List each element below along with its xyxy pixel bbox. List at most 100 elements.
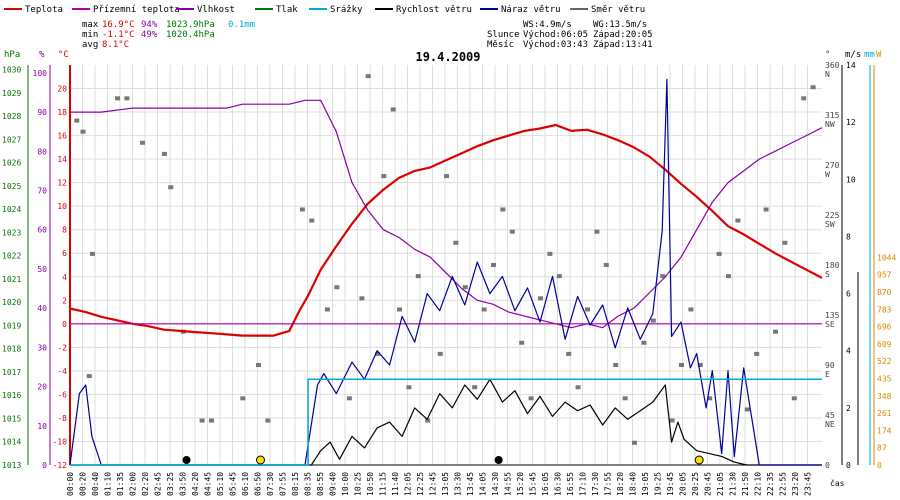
solar-tick-label: 783	[877, 305, 892, 314]
direction-tick-label-compass: NE	[825, 420, 835, 429]
wind-direction-mark	[491, 263, 496, 267]
series-lines	[69, 78, 823, 466]
wind-tick-label: 10	[846, 175, 856, 184]
direction-tick-label: 360	[825, 61, 840, 70]
pressure-tick-label: 1029	[2, 89, 21, 98]
wind-direction-mark	[444, 174, 449, 179]
wind-direction-mark	[566, 351, 572, 356]
x-tick-label: 13:05	[441, 472, 450, 496]
pressure-tick-label: 1025	[2, 182, 21, 191]
wind-direction-mark	[556, 274, 562, 279]
axis-unit-direction: °	[825, 50, 830, 60]
wind-direction-mark	[453, 240, 459, 245]
x-tick-label: 10:50	[366, 472, 375, 496]
sunset-marker	[694, 455, 704, 465]
wind-direction-mark	[594, 229, 600, 234]
wind-tick-label: 0	[846, 461, 851, 470]
x-tick-label: 06:10	[241, 472, 250, 496]
direction-tick-label-compass: S	[825, 270, 830, 279]
pressure-tick-label: 1024	[2, 205, 21, 214]
info-moon-rise: Východ:03:43	[523, 40, 588, 50]
pressure-tick-label: 1020	[2, 298, 21, 307]
x-tick-labels: 00:00 00:20 00:40 01:10 01:35 02:00 02:20 02:45…	[66, 472, 813, 496]
pressure-tick-label: 1014	[2, 438, 21, 447]
temperature-tick-label: 8	[62, 226, 67, 235]
wind-direction-mark	[613, 363, 619, 367]
solar-tick-label: 696	[877, 323, 892, 332]
x-tick-label: 14:30	[491, 472, 500, 496]
sunrise-marker	[256, 455, 266, 465]
wind-direction-mark	[773, 329, 778, 334]
x-tick-label: 11:40	[391, 472, 400, 496]
legend-label-naraz: Náraz větru	[501, 5, 561, 15]
pressure-tick-label: 1015	[2, 414, 21, 423]
wind-direction-mark	[679, 363, 684, 367]
info-sun-label: Slunce	[487, 30, 520, 40]
humidity-tick-label: 40	[37, 304, 47, 313]
x-tick-label: 21:30	[729, 472, 738, 496]
wind-direction-mark	[585, 307, 590, 312]
x-tick-label: 16:30	[554, 472, 563, 496]
wind-direction-mark	[641, 340, 647, 345]
x-tick-label: 17:10	[579, 472, 588, 496]
direction-tick-label: 135	[825, 311, 840, 320]
x-tick-label: 02:45	[154, 472, 163, 496]
temperature-tick-label: 18	[57, 108, 67, 117]
moonset-marker	[494, 456, 503, 464]
x-tick-label: 19:45	[666, 472, 675, 496]
stat-max-label: max	[82, 20, 99, 30]
x-tick-label: 20:45	[704, 472, 713, 496]
stat-min-temp: -1.1°C	[102, 30, 135, 40]
direction-tick-label: 45	[825, 411, 835, 420]
moonrise-marker	[182, 456, 191, 464]
wind-direction-mark	[415, 274, 421, 279]
direction-tick-label-compass: N	[825, 70, 830, 79]
temperature-tick-label: -8	[57, 414, 67, 423]
wind-direction-mark	[716, 251, 722, 256]
solar-tick-label: 435	[877, 375, 892, 384]
humidity-tick-label: 20	[37, 383, 47, 392]
solar-tick-label: 870	[877, 288, 892, 297]
wind-tick-label: 12	[846, 118, 856, 127]
temperature-tick-label: 0	[62, 320, 67, 329]
wind-direction-mark	[199, 418, 205, 423]
pressure-tick-label: 1017	[2, 368, 21, 377]
axis-unit-temperature: °C	[58, 50, 69, 60]
wind-direction-mark	[80, 129, 86, 134]
stat-max-hum: 94%	[141, 20, 158, 30]
legend-label-smer: Směr větru	[591, 5, 645, 15]
stat-max-press: 1023.9hPa	[166, 20, 215, 30]
solar-tick-label: 174	[877, 426, 892, 435]
wind-direction-mark	[381, 174, 387, 179]
direction-tick-label: 315	[825, 111, 840, 120]
solar-tick-label: 609	[877, 340, 892, 349]
x-tick-label: 23:20	[791, 472, 800, 496]
wind-direction-mark	[575, 385, 581, 390]
x-tick-label: 16:55	[566, 472, 575, 496]
x-tick-label: 22:55	[779, 472, 788, 496]
x-tick-label: 12:25	[416, 472, 425, 496]
series-line-srky	[70, 378, 822, 466]
wind-direction-mark	[603, 263, 609, 267]
wind-direction-mark	[168, 185, 174, 190]
x-tick-label: 20:05	[679, 472, 688, 496]
x-tick-label: 14:05	[479, 472, 488, 496]
temperature-tick-label: 16	[57, 132, 67, 141]
x-axis-label: čas	[830, 478, 845, 488]
x-tick-label: 00:20	[79, 472, 88, 496]
humidity-tick-label: 70	[37, 186, 47, 195]
solar-tick-label: 261	[877, 409, 892, 418]
x-tick-label: 07:30	[266, 472, 275, 496]
direction-tick-label-compass: NW	[825, 120, 835, 129]
x-tick-label: 12:45	[429, 472, 438, 496]
legend: Teplota Přízemní teplota Vlhkost Tlak Sr…	[4, 5, 645, 15]
x-tick-label: 21:05	[716, 472, 725, 496]
humidity-tick-label: 10	[37, 422, 47, 431]
solar-tick-label: 522	[877, 357, 892, 366]
temperature-tick-label: 2	[62, 296, 67, 305]
grid	[69, 65, 822, 466]
wind-direction-mark	[299, 207, 305, 212]
x-tick-label: 13:30	[454, 472, 463, 496]
humidity-tick-label: 100	[33, 69, 48, 78]
pressure-tick-label: 1019	[2, 321, 21, 330]
